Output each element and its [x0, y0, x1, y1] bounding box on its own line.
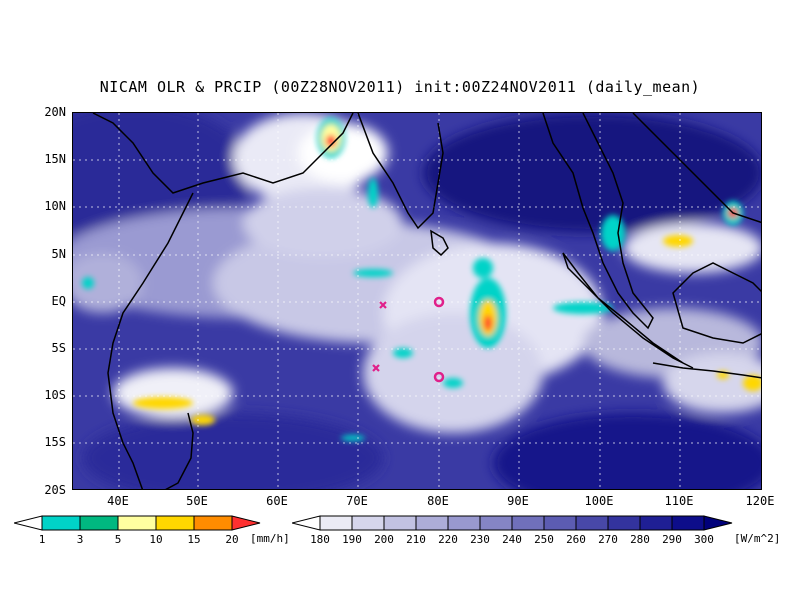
lon-label-120e: 120E	[745, 494, 775, 508]
olr-tick-220: 220	[438, 533, 458, 546]
olr-tick-230: 230	[470, 533, 490, 546]
lat-label-10n: 10N	[44, 199, 66, 213]
olr-swatch-3	[383, 515, 417, 531]
olr-tick-200: 200	[374, 533, 394, 546]
olr-swatch-0	[292, 515, 321, 531]
olr-swatch-8	[543, 515, 577, 531]
olr-tick-270: 270	[598, 533, 618, 546]
lat-label-15n: 15N	[44, 152, 66, 166]
olr-tick-190: 190	[342, 533, 362, 546]
lon-label-40e: 40E	[107, 494, 129, 508]
olr-tick-240: 240	[502, 533, 522, 546]
coastlines	[92, 113, 761, 489]
precip-tick-1: 1	[38, 533, 46, 546]
olr-swatch-9	[575, 515, 609, 531]
lon-label-100e: 100E	[584, 494, 614, 508]
olr-cloud-field	[73, 113, 761, 489]
marker-cross-1	[379, 301, 387, 309]
lon-label-50e: 50E	[186, 494, 208, 508]
lat-label-10s: 10S	[44, 388, 66, 402]
lon-label-60e: 60E	[266, 494, 288, 508]
precip-swatch-6	[231, 515, 261, 531]
olr-tick-280: 280	[630, 533, 650, 546]
olr-swatch-11	[639, 515, 673, 531]
olr-swatch-6	[479, 515, 513, 531]
plot-title: NICAM OLR & PRCIP (00Z28NOV2011) init:00…	[99, 78, 701, 96]
lon-label-70e: 70E	[346, 494, 368, 508]
marker-cross-2	[372, 364, 380, 372]
lon-label-80e: 80E	[427, 494, 449, 508]
lat-label-20s: 20S	[44, 483, 66, 497]
gridlines	[73, 113, 761, 489]
lon-label-90e: 90E	[507, 494, 529, 508]
precip-swatch-1	[41, 515, 81, 531]
precip-swatch-3	[117, 515, 157, 531]
lon-label-110e: 110E	[664, 494, 694, 508]
olr-swatch-13	[703, 515, 733, 531]
olr-swatch-12	[671, 515, 705, 531]
olr-swatch-2	[351, 515, 385, 531]
marker-circle-1	[433, 296, 445, 308]
olr-swatch-4	[415, 515, 449, 531]
precip-swatch-5	[193, 515, 233, 531]
olr-tick-260: 260	[566, 533, 586, 546]
precip-tick-10: 10	[149, 533, 163, 546]
marker-circle-2	[433, 371, 445, 383]
olr-swatch-1	[319, 515, 353, 531]
map-panel	[72, 112, 762, 490]
olr-tick-180: 180	[310, 533, 330, 546]
precip-swatch-2	[79, 515, 119, 531]
lat-label-5s: 5S	[51, 341, 66, 355]
precip-swatch-4	[155, 515, 195, 531]
precip-unit: [mm/h]	[250, 532, 290, 545]
lat-label-15s: 15S	[44, 435, 66, 449]
precip-colorbar	[14, 515, 261, 531]
lat-label-eq: EQ	[51, 294, 66, 308]
olr-swatch-10	[607, 515, 641, 531]
precip-swatch-0	[14, 515, 43, 531]
olr-tick-210: 210	[406, 533, 426, 546]
precip-tick-20: 20	[225, 533, 239, 546]
precip-tick-5: 5	[114, 533, 122, 546]
olr-tick-250: 250	[534, 533, 554, 546]
olr-swatch-7	[511, 515, 545, 531]
lat-label-20n: 20N	[44, 105, 66, 119]
olr-unit: [W/m^2]	[734, 532, 781, 545]
precip-tick-3: 3	[76, 533, 84, 546]
map-canvas	[73, 113, 761, 489]
olr-colorbar	[292, 515, 733, 531]
lat-label-5n: 5N	[51, 247, 66, 261]
olr-tick-300: 300	[694, 533, 714, 546]
storm-markers	[372, 296, 445, 383]
precip-tick-15: 15	[187, 533, 201, 546]
olr-tick-290: 290	[662, 533, 682, 546]
olr-swatch-5	[447, 515, 481, 531]
